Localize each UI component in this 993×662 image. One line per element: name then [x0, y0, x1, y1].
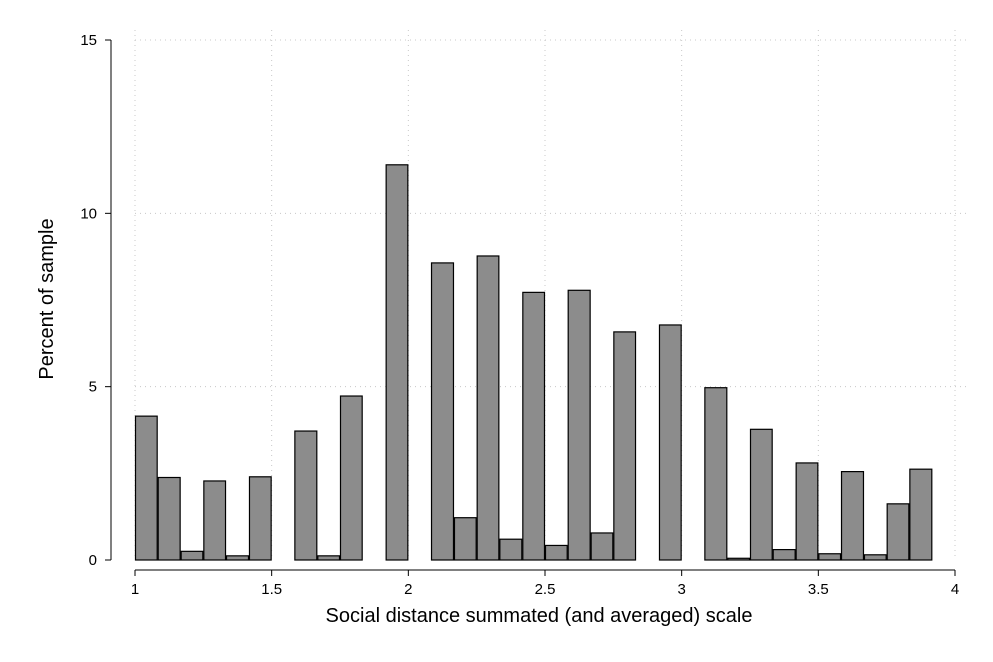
histogram-bar: [544, 544, 568, 561]
histogram-bar: [522, 291, 546, 561]
histogram-bar: [886, 503, 910, 561]
x-tick-label: 1: [131, 581, 139, 598]
x-axis-title: Social distance summated (and averaged) …: [326, 605, 753, 627]
y-tick-label: 0: [89, 552, 97, 569]
histogram-bar: [749, 428, 773, 561]
y-tick-label: 5: [89, 379, 97, 396]
histogram-bar: [567, 289, 591, 561]
histogram-bar: [157, 476, 181, 561]
histogram-bar: [134, 415, 158, 561]
histogram-bars: [134, 164, 933, 561]
histogram-bar: [476, 255, 500, 561]
histogram-bar: [453, 517, 477, 561]
histogram-bar: [317, 555, 341, 561]
histogram-bar: [294, 430, 318, 561]
histogram-bar: [248, 476, 272, 561]
histogram-bar: [203, 480, 227, 561]
histogram-bar: [225, 555, 250, 561]
x-tick-label: 3: [677, 581, 685, 598]
histogram-bar: [840, 471, 865, 561]
histogram-bar: [499, 538, 523, 561]
x-tick-label: 4: [951, 581, 959, 598]
y-tick-label: 10: [80, 205, 97, 222]
histogram-bar: [795, 462, 819, 561]
histogram-bar: [863, 554, 887, 561]
x-tick-label: 2: [404, 581, 412, 598]
x-tick-label: 3.5: [808, 581, 829, 598]
x-tick-label: 2.5: [535, 581, 556, 598]
x-tick-label: 1.5: [261, 581, 282, 598]
histogram-bar: [613, 331, 637, 561]
histogram-bar: [772, 548, 796, 561]
histogram-bar: [909, 468, 933, 561]
y-axis-title: Percent of sample: [36, 218, 58, 379]
histogram-bar: [818, 553, 842, 561]
histogram-bar: [658, 324, 682, 561]
histogram-bar: [430, 262, 455, 561]
histogram-bar: [590, 532, 614, 561]
histogram-bar: [385, 164, 409, 561]
histogram-bar: [339, 395, 363, 561]
histogram-bar: [727, 557, 751, 561]
y-tick-label: 15: [80, 32, 97, 49]
axes: 0 5 10 15 1 1.5 2 2.5 3 3.5 4: [80, 32, 959, 598]
histogram-bar: [180, 550, 204, 561]
histogram-bar: [704, 387, 728, 561]
